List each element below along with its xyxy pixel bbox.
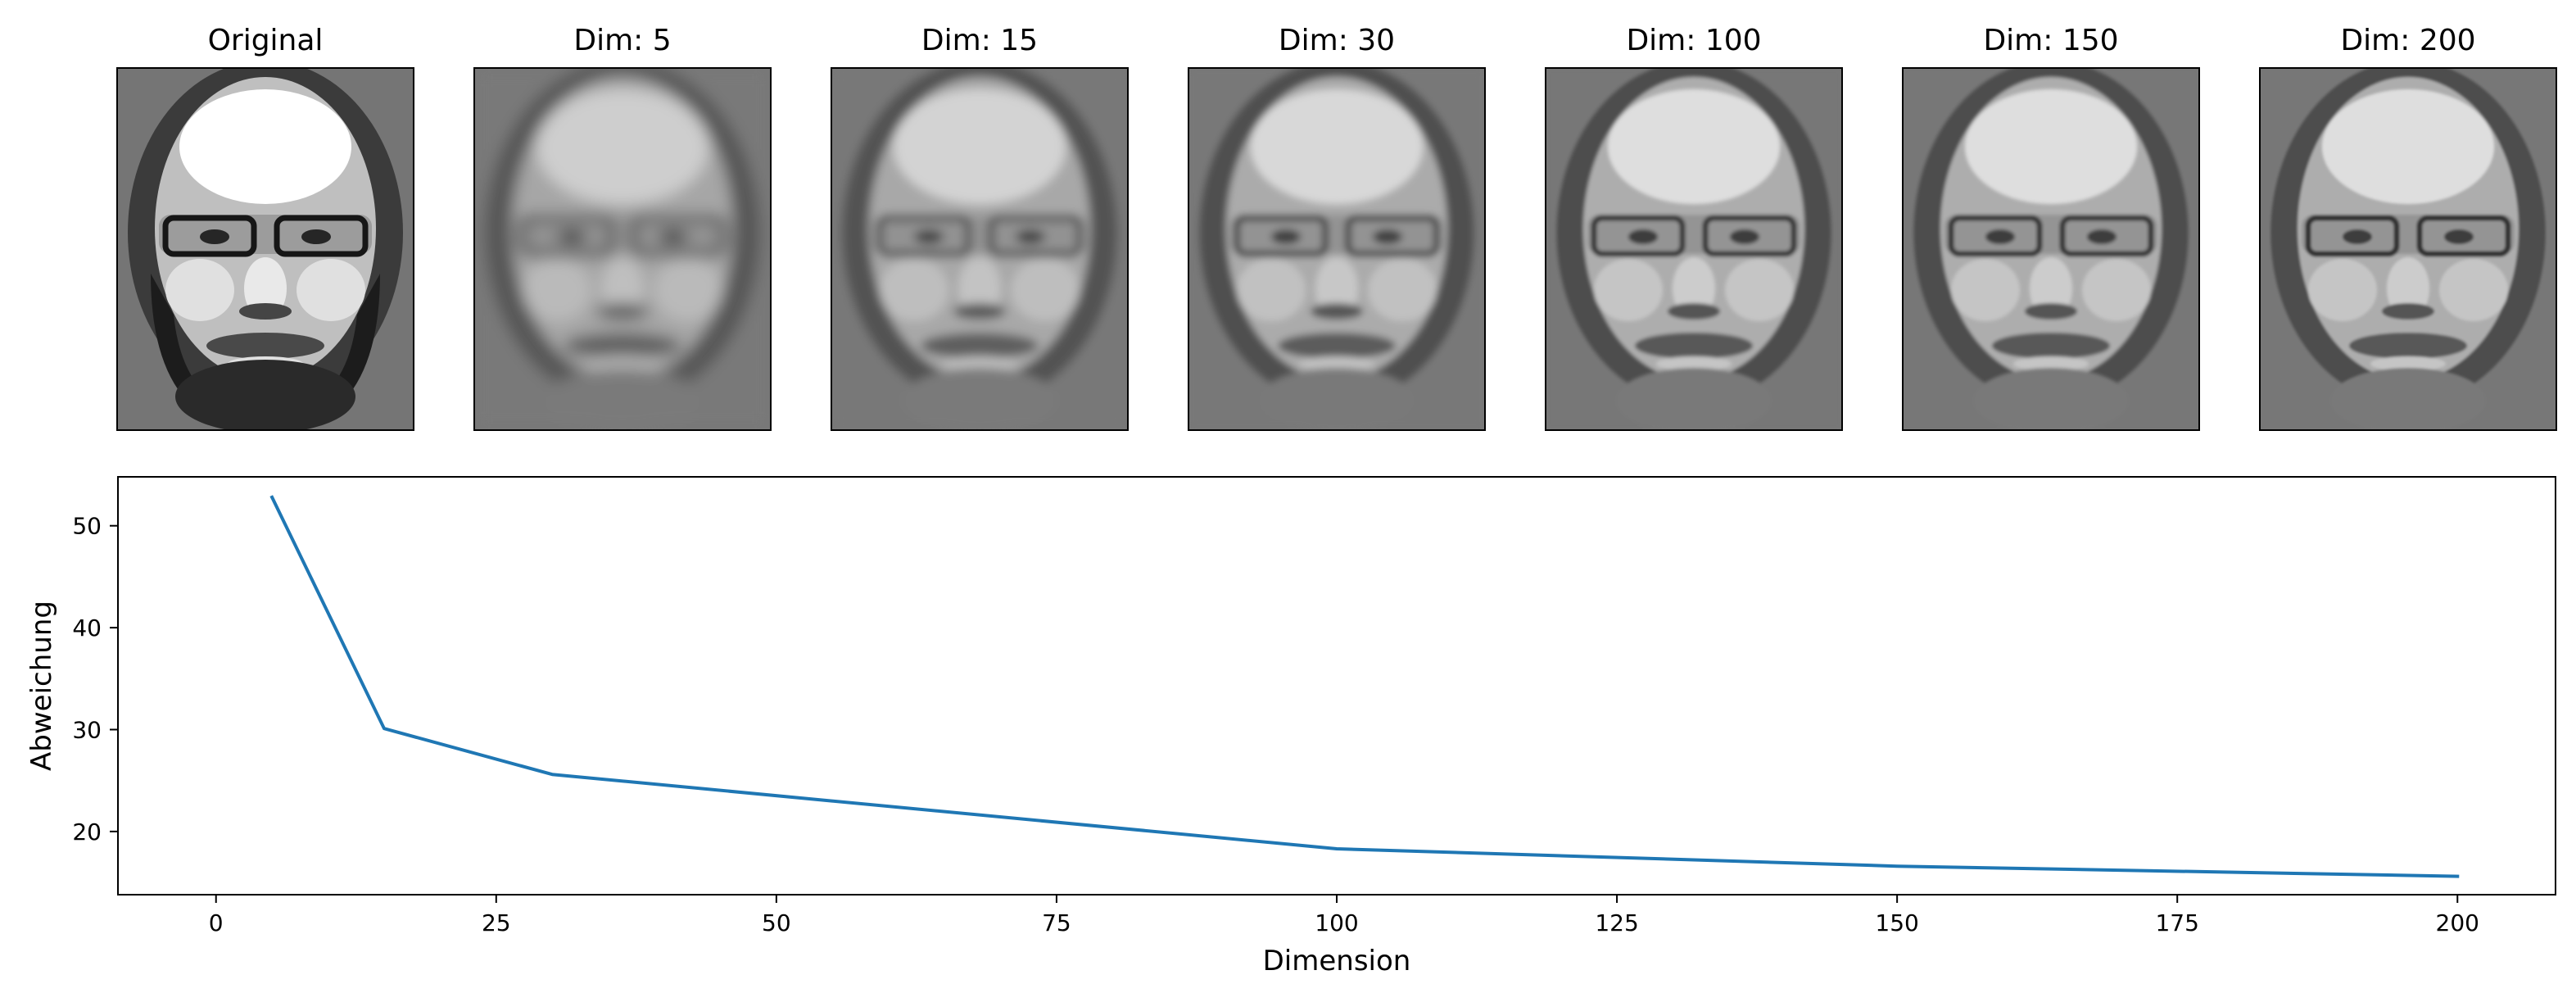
x-tick-label: 150 [1875,909,1918,936]
face-image [1902,67,2200,431]
face-image [116,67,414,431]
face-panel: Dim: 5 [473,0,772,442]
y-tick-label: 20 [72,818,102,846]
panel-title: Original [207,24,324,57]
panel-title: Dim: 5 [573,24,672,57]
face-panel: Dim: 150 [1902,0,2200,442]
x-tick-label: 200 [2436,909,2479,936]
x-tick-label: 100 [1315,909,1358,936]
face-image [473,67,772,431]
panel-title: Dim: 150 [1983,24,2119,57]
x-tick-label: 75 [1042,909,1071,936]
face-image [831,67,1129,431]
y-tick-label: 50 [72,513,102,540]
panel-title: Dim: 100 [1626,24,1762,57]
error-line-chart: 0 25 50 75 100 125 150 175 200 20 30 40 50 Dimension A… [0,459,2576,993]
x-tick-label: 0 [209,909,224,936]
face-panel: Dim: 100 [1545,0,1843,442]
face-image [1188,67,1486,431]
series-line [269,495,2460,878]
y-axis-title: Abweichung [25,601,58,771]
face-panel: Dim: 200 [2259,0,2557,442]
face-image [1545,67,1843,431]
face-panel: Original [116,0,414,442]
x-axis-title: Dimension [1263,945,1411,977]
face-panel: Dim: 30 [1188,0,1486,442]
face-image [2259,67,2557,431]
panel-title: Dim: 200 [2340,24,2476,57]
face-panel: Dim: 15 [831,0,1129,442]
reconstruction-panels: Original Dim: 5 Dim: 15 Dim: 30 Dim: 100 Dim:… [0,0,2576,442]
panel-title: Dim: 15 [921,24,1039,57]
chart-svg: 0 25 50 75 100 125 150 175 200 20 30 40 50 Dimension A… [25,476,2556,977]
panel-title: Dim: 30 [1278,24,1396,57]
y-tick-label: 30 [72,716,102,743]
x-tick-label: 25 [482,909,511,936]
x-tick-label: 175 [2155,909,2198,936]
plot-frame [117,476,2556,896]
x-tick-label: 50 [762,909,791,936]
y-tick-label: 40 [72,614,102,642]
x-tick-label: 125 [1595,909,1638,936]
